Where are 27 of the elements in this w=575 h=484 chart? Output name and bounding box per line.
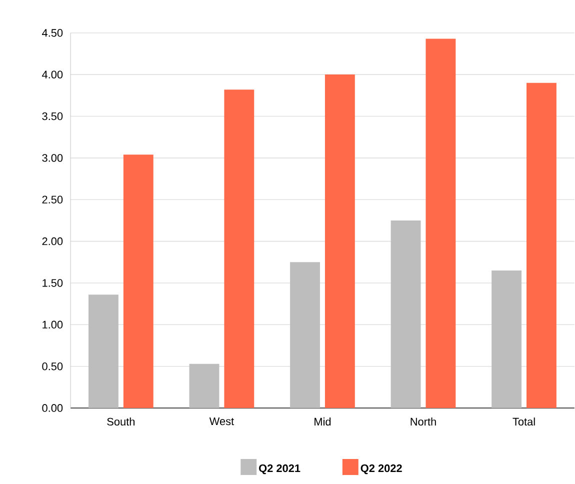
bar: [426, 38, 456, 408]
y-tick-label: 3.00: [42, 154, 63, 162]
y-tick-label: 4.00: [42, 70, 63, 78]
bar: [88, 294, 118, 408]
x-tick-label: North: [410, 418, 436, 426]
y-tick-label: 4.50: [42, 29, 63, 37]
bar: [390, 220, 421, 408]
legend-label: Q2 2022: [360, 464, 402, 474]
bar: [123, 154, 154, 408]
y-tick-label: 1.00: [42, 320, 63, 329]
y-tick-label: 2.50: [42, 196, 63, 204]
x-tick-label: West: [209, 418, 234, 426]
x-tick-label: Mid: [314, 418, 331, 426]
bar: [290, 262, 320, 408]
bar: [492, 270, 522, 408]
bar: [224, 90, 254, 408]
y-tick-label: 3.50: [42, 112, 63, 120]
bar: [324, 74, 355, 408]
y-tick-label: 0.00: [42, 404, 63, 412]
legend-label: Q2 2021: [259, 464, 300, 474]
bar: [526, 82, 556, 408]
x-tick-label: South: [107, 418, 134, 426]
y-tick-label: 2.00: [42, 237, 63, 246]
bar: [189, 364, 220, 408]
y-tick-label: 0.50: [42, 362, 63, 370]
x-tick-label: Total: [512, 418, 535, 426]
y-tick-label: 1.50: [42, 279, 63, 287]
